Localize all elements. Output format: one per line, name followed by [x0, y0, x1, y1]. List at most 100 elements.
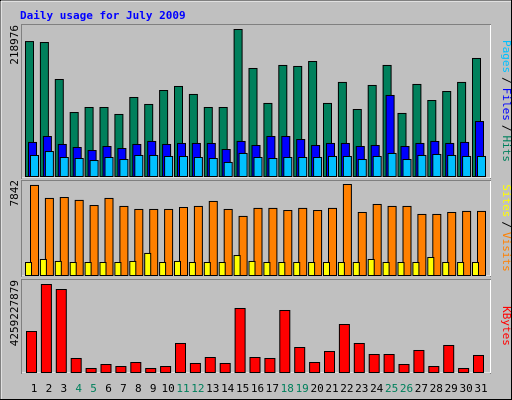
bar	[130, 362, 142, 373]
bar	[218, 262, 226, 277]
legend-separator: /	[500, 221, 512, 228]
bar	[25, 262, 32, 277]
x-tick-label: 11	[176, 382, 189, 395]
legend: Pages / Files / Hits	[500, 40, 512, 162]
bar	[193, 205, 203, 276]
bar	[223, 161, 233, 178]
legend-separator: /	[500, 77, 512, 84]
bar	[417, 213, 427, 277]
bar	[268, 158, 278, 177]
bar	[283, 210, 293, 276]
x-tick-label: 1	[31, 382, 38, 395]
bar	[208, 200, 218, 276]
bar	[443, 344, 455, 373]
bar	[70, 357, 82, 373]
bar	[189, 362, 201, 373]
bar	[238, 152, 248, 177]
bar	[477, 210, 486, 276]
bar	[30, 184, 39, 276]
bar	[473, 354, 484, 373]
bar	[149, 208, 159, 276]
bar	[324, 351, 335, 373]
bar	[219, 362, 231, 373]
bar	[427, 257, 435, 277]
x-tick-label: 10	[161, 382, 174, 395]
bar	[368, 354, 380, 373]
x-tick-label: 8	[135, 382, 142, 395]
x-tick-label: 30	[459, 382, 472, 395]
bar	[372, 203, 382, 277]
bar	[357, 211, 367, 276]
x-tick-label: 3	[60, 382, 67, 395]
bar	[402, 205, 412, 276]
x-tick-label: 21	[325, 382, 338, 395]
bar	[309, 362, 321, 373]
bar	[89, 160, 99, 177]
y-tick-label: 218976	[8, 25, 21, 65]
x-tick-label: 2	[46, 382, 53, 395]
legend-entry: Sites	[500, 184, 512, 217]
bar	[279, 309, 291, 374]
bar	[44, 197, 54, 276]
bar	[100, 364, 112, 373]
x-tick-label: 25	[385, 382, 398, 395]
bar	[249, 357, 261, 373]
x-tick-label: 12	[191, 382, 204, 395]
x-tick-label: 17	[266, 382, 279, 395]
bar	[278, 262, 286, 277]
bar	[144, 252, 152, 277]
bar	[115, 366, 127, 373]
bar	[84, 262, 92, 277]
x-tick-label: 4	[75, 382, 82, 395]
bar	[164, 208, 174, 276]
bar	[204, 357, 216, 373]
bar	[353, 342, 365, 373]
x-tick-label: 6	[105, 382, 112, 395]
bar	[74, 199, 84, 277]
bar	[85, 367, 97, 373]
bar	[413, 349, 425, 373]
bar	[203, 262, 211, 277]
bar	[352, 262, 360, 277]
x-tick-label: 28	[430, 382, 443, 395]
bar	[160, 366, 172, 373]
bar	[193, 157, 203, 178]
x-tick-label: 31	[474, 382, 487, 395]
bar	[387, 205, 397, 276]
bar	[432, 153, 442, 178]
bar	[188, 262, 196, 277]
x-tick-label: 18	[281, 382, 294, 395]
bar	[337, 262, 345, 277]
legend-separator: /	[500, 125, 512, 132]
bar	[372, 155, 382, 178]
bar	[462, 155, 472, 178]
bar	[264, 357, 276, 373]
bar	[477, 155, 486, 178]
bar	[26, 331, 37, 374]
y-tick-label: 4259227879	[8, 280, 21, 346]
x-tick-label: 23	[355, 382, 368, 395]
bar	[457, 262, 465, 277]
bar	[99, 262, 107, 277]
bar	[313, 210, 323, 276]
bar	[149, 154, 159, 178]
bar	[74, 158, 84, 177]
bar	[268, 207, 278, 276]
bar	[179, 206, 188, 277]
legend: Sites / Visits	[500, 184, 512, 272]
bar	[447, 211, 457, 276]
bar	[253, 157, 263, 178]
legend-entry: Visits	[500, 232, 512, 272]
bar	[104, 157, 114, 178]
bar	[382, 262, 390, 277]
bar	[387, 152, 397, 177]
x-tick-label: 7	[120, 382, 127, 395]
bar	[40, 284, 52, 373]
bar	[283, 157, 293, 178]
bar	[432, 213, 442, 277]
bar	[248, 260, 256, 277]
legend-entry: KBytes	[500, 306, 512, 346]
x-tick-label: 22	[340, 382, 353, 395]
x-tick-label: 20	[310, 382, 323, 395]
bar	[462, 210, 472, 276]
